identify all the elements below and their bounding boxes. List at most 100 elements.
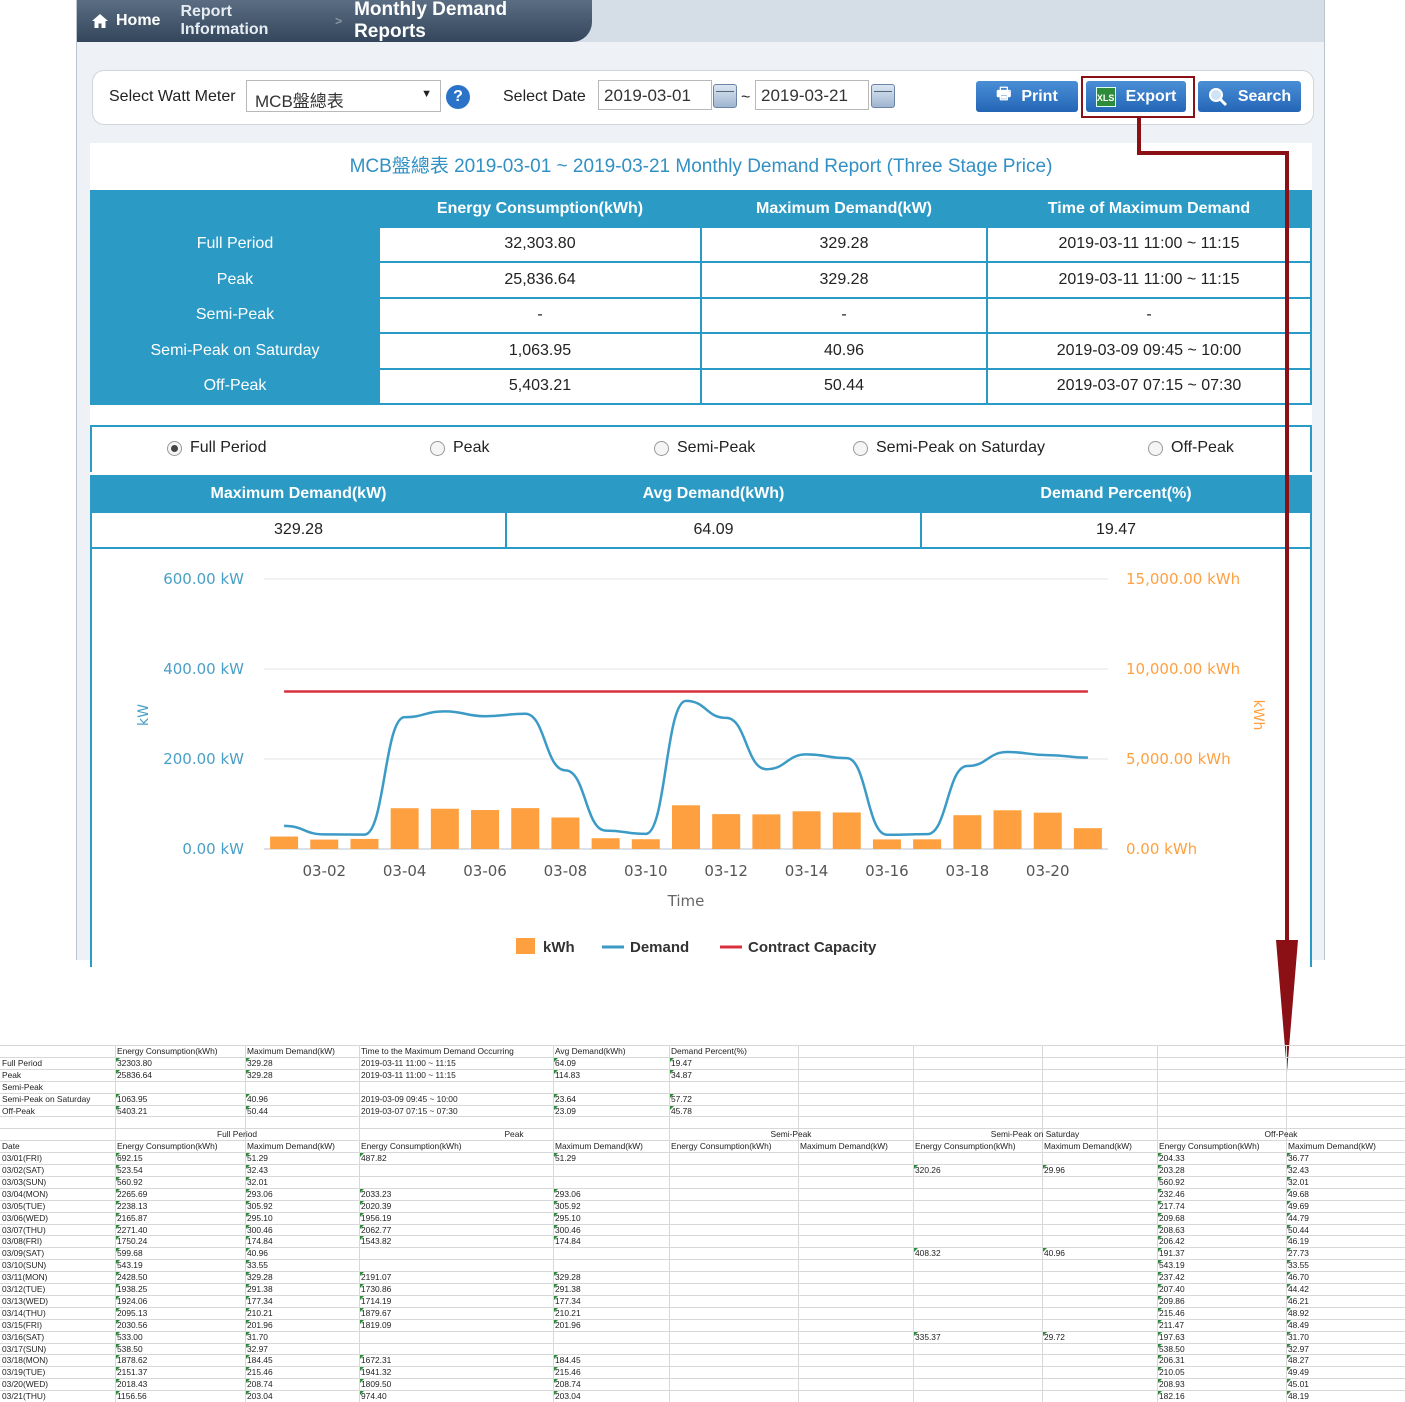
number-as-text-marker [116,1379,120,1384]
sheet-cell: 203.04 [555,1391,581,1402]
sheet-row-line [0,1164,1405,1165]
sheet-row-line [0,1187,1405,1189]
radio-button[interactable] [1148,440,1163,456]
legend-label-demand[interactable]: Demand [630,939,689,956]
help-icon[interactable]: ? [446,85,470,109]
number-as-text-marker [246,1331,250,1336]
breadcrumb-home[interactable]: Home [77,0,170,42]
radio-button[interactable] [167,440,182,456]
date-to-input[interactable]: 2019-03-21 [755,80,869,110]
sheet-cell: 692.15 [117,1153,143,1164]
kwh-bar[interactable] [631,839,660,849]
radio-button[interactable] [853,440,868,456]
legend-label-contract[interactable]: Contract Capacity [748,939,877,956]
number-as-text-marker [116,1248,120,1253]
kwh-bar[interactable] [1033,812,1062,849]
radio-button[interactable] [654,440,669,456]
kwh-bar[interactable] [712,814,741,849]
date-from-input[interactable]: 2019-03-01 [598,80,712,110]
number-as-text-marker [914,1165,918,1169]
sheet-cell: 44.42 [1288,1284,1309,1294]
kwh-bar[interactable] [591,838,620,849]
kwh-bar[interactable] [511,808,540,849]
number-as-text-marker [670,1105,674,1110]
kwh-bar[interactable] [832,812,861,849]
sheet-cell: Maximum Demand(kW) [247,1141,335,1152]
kwh-bar[interactable] [471,810,500,849]
sheet-cell: 1879.67 [361,1307,392,1318]
radio-option[interactable]: Off-Peak [1148,439,1234,457]
number-as-text-marker [116,1260,120,1265]
breadcrumb-section[interactable]: Report Information [170,0,333,42]
radio-option[interactable]: Full Period [167,439,266,457]
search-button[interactable]: Search [1198,81,1301,112]
sheet-cell: 57.72 [671,1093,692,1104]
sheet-cell: 2018.43 [117,1379,148,1390]
kwh-bar[interactable] [310,839,339,849]
kwh-bar[interactable] [430,808,459,849]
kwh-bar[interactable] [390,808,419,849]
number-as-text-marker [1158,1260,1162,1265]
number-as-text-marker [246,1176,250,1181]
kwh-bar[interactable] [752,814,781,849]
sheet-cell: Avg Demand(kWh) [555,1046,626,1056]
number-as-text-marker [1287,1260,1291,1265]
calendar-icon[interactable] [713,84,737,108]
home-icon [92,14,108,28]
number-as-text-marker [246,1153,250,1158]
calendar-icon[interactable] [871,84,895,108]
number-as-text-marker [1287,1379,1291,1384]
kwh-bar[interactable] [953,815,982,849]
legend-label-kwh[interactable]: kWh [543,939,575,956]
summary-header-cell: Time of Maximum Demand [986,190,1312,228]
sheet-cell: 03/10(SUN) [2,1260,47,1271]
kwh-bar[interactable] [913,839,942,849]
sheet-cell: 2165.87 [117,1212,148,1223]
sheet-cell: 03/02(SAT) [2,1165,45,1175]
sheet-cell: 2238.13 [117,1200,148,1211]
y-left-tick-label: 200.00 kW [163,750,244,768]
kwh-bar[interactable] [350,838,379,849]
x-tick-label: 03-08 [544,862,588,880]
chart-legend: kWh Demand Contract Capacity [516,938,877,956]
sheet-cell: 33.55 [247,1260,268,1271]
sheet-cell: 1924.06 [117,1295,148,1306]
y-left-axis-title: kW [136,704,152,726]
watt-meter-select[interactable]: MCB盤總表 ▼ [246,80,441,112]
number-as-text-marker [116,1272,120,1277]
number-as-text-marker [246,1093,250,1098]
sheet-cell: Semi-Peak [770,1129,812,1140]
kwh-bar[interactable] [993,810,1022,849]
exported-spreadsheet: Energy Consumption(kWh) Maximum Demand(kW… [0,1045,1405,1402]
sheet-cell: 33.55 [1288,1260,1309,1271]
kwh-bar[interactable] [270,836,299,849]
number-as-text-marker [246,1391,250,1396]
export-button[interactable]: XLS Export [1086,81,1186,112]
kwh-bar[interactable] [672,805,700,849]
sheet-cell: 177.34 [247,1295,273,1306]
watt-meter-value: MCB盤總表 [255,92,344,111]
sheet-cell: Full Period [2,1057,43,1068]
number-as-text-marker [360,1355,364,1360]
kwh-bar[interactable] [872,839,901,849]
sheet-cell: 543.19 [1159,1260,1185,1271]
number-as-text-marker [116,1176,120,1181]
radio-option[interactable]: Peak [430,439,489,457]
number-as-text-marker [116,1236,120,1241]
radio-option[interactable]: Semi-Peak on Saturday [853,439,1045,457]
kwh-bar[interactable] [1073,828,1102,849]
sheet-cell: 46.70 [1288,1272,1309,1283]
sheet-row-line [0,1080,1405,1082]
radio-button[interactable] [430,440,445,456]
sheet-cell: Maximum Demand(kW) [1288,1141,1376,1152]
kwh-bar[interactable] [551,817,580,849]
sheet-cell: 48.49 [1288,1319,1309,1330]
sheet-cell: 599.68 [117,1248,143,1259]
kwh-bar[interactable] [792,811,821,849]
number-as-text-marker [246,1319,250,1324]
sheet-cell: 533.00 [117,1331,143,1342]
print-button[interactable]: 🖶 Print [976,81,1078,112]
y-right-tick-label: 5,000.00 kWh [1126,750,1231,768]
radio-option[interactable]: Semi-Peak [654,439,755,457]
number-as-text-marker [360,1307,364,1312]
